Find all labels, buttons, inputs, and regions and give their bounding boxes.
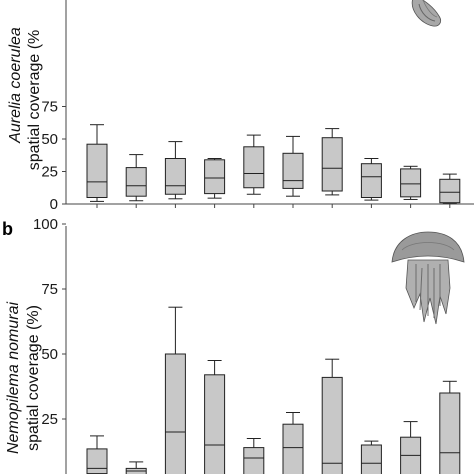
y-tick-label: 0 — [50, 196, 58, 213]
panel-b-letter: b — [2, 219, 13, 239]
box-4 — [204, 360, 226, 474]
box-3 — [164, 306, 186, 474]
box-10 — [439, 380, 461, 474]
y-tick-label: 100 — [33, 216, 58, 233]
box-6 — [282, 412, 304, 474]
box-iqr — [204, 159, 226, 195]
box-iqr — [86, 143, 108, 198]
box-iqr — [164, 158, 186, 195]
box-iqr — [125, 167, 147, 197]
box-7 — [321, 358, 343, 474]
box-2 — [125, 461, 147, 474]
box-5 — [243, 438, 265, 474]
box-iqr — [439, 392, 461, 474]
panel-b-boxes — [86, 306, 461, 474]
box-iqr — [321, 376, 343, 474]
box-3 — [164, 141, 186, 200]
y-tick-label: 75 — [41, 99, 58, 116]
box-iqr — [321, 137, 343, 192]
box-2 — [125, 154, 147, 202]
box-iqr — [360, 444, 382, 474]
box-iqr — [400, 168, 422, 198]
box-4 — [204, 158, 226, 199]
panel-b-ticks: 25 50 75 100 — [33, 216, 66, 428]
box-7 — [321, 128, 343, 196]
box-9 — [400, 421, 422, 474]
panel-b-y-axis-label: spatial coverage (%) — [25, 305, 42, 451]
box-6 — [282, 135, 304, 197]
box-iqr — [282, 152, 304, 189]
y-tick-label: 50 — [41, 346, 58, 363]
panel-a-species-label: Aurelia coerulea — [7, 27, 24, 144]
nemopilema-jellyfish-icon — [391, 231, 465, 325]
box-iqr — [243, 447, 265, 474]
box-iqr — [204, 374, 226, 474]
y-tick-label: 50 — [41, 131, 58, 148]
box-iqr — [243, 146, 265, 189]
panel-b: b 25 50 75 100 Nemopilema nomurai spatial c… — [2, 216, 465, 474]
panel-a: 0 25 50 75 Aurelia coerulea spatial coverag… — [7, 0, 474, 213]
box-iqr — [164, 353, 186, 474]
y-tick-label: 75 — [41, 281, 58, 298]
aurelia-jellyfish-icon — [411, 0, 441, 27]
box-9 — [400, 165, 422, 200]
panel-a-boxes — [86, 124, 461, 204]
box-5 — [243, 134, 265, 195]
box-10 — [439, 173, 461, 204]
box-1 — [86, 124, 108, 202]
box-1 — [86, 435, 108, 474]
box-iqr — [439, 178, 461, 204]
box-iqr — [282, 423, 304, 474]
box-8 — [360, 440, 382, 474]
panel-a-y-axis-label: spatial coverage (% — [26, 30, 43, 171]
y-tick-label: 25 — [41, 411, 58, 428]
panel-b-species-label: Nemopilema nomurai — [5, 302, 22, 455]
panel-a-ticks: 0 25 50 75 — [41, 99, 451, 213]
y-tick-label: 25 — [41, 164, 58, 181]
box-8 — [360, 158, 382, 201]
box-iqr — [86, 448, 108, 474]
box-iqr — [360, 163, 382, 198]
